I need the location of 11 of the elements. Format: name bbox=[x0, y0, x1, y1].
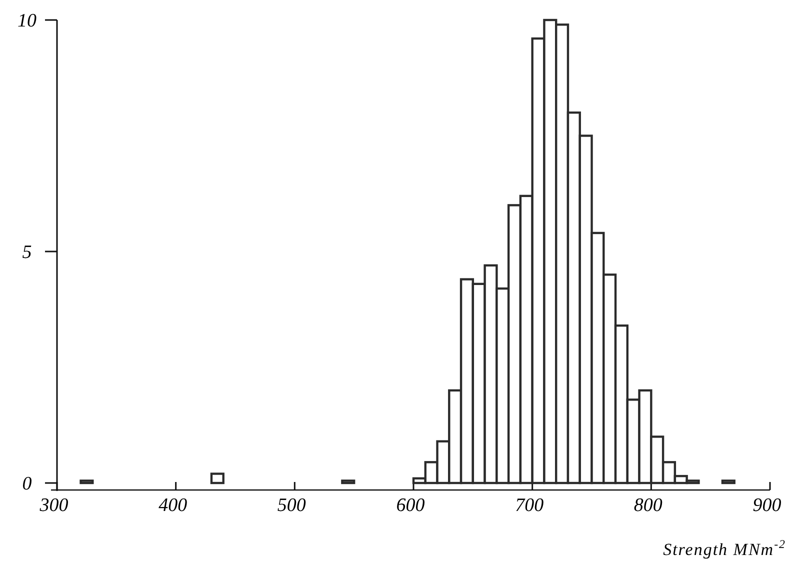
y-tick-label: 5 bbox=[22, 242, 32, 264]
x-tick-label: 300 bbox=[38, 495, 69, 516]
y-tick-label: 0 bbox=[22, 474, 32, 495]
x-tick-label: 500 bbox=[277, 495, 306, 516]
x-tick-label: 700 bbox=[515, 495, 544, 516]
x-tick-label: 900 bbox=[752, 495, 782, 516]
x-tick-label: 600 bbox=[396, 495, 426, 516]
x-tick-label: 800 bbox=[634, 495, 663, 516]
y-tick-label: 10 bbox=[18, 10, 37, 32]
x-axis-title: Strength MNm$^{-2}$ bbox=[663, 537, 786, 559]
x-tick-label: 400 bbox=[158, 495, 188, 516]
